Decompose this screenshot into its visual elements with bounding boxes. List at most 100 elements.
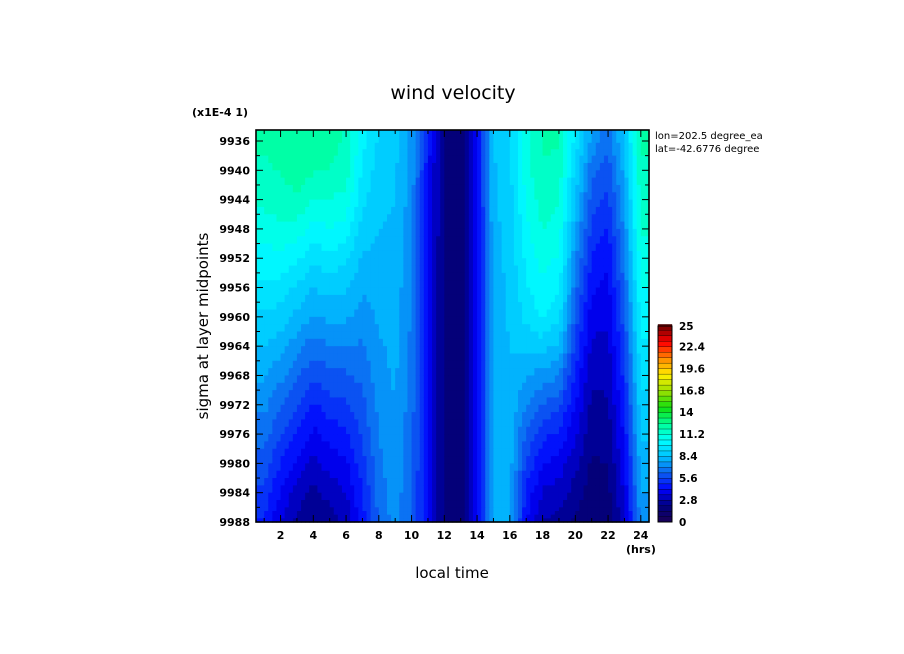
heatmap-subcell xyxy=(546,375,552,384)
heatmap-subcell xyxy=(333,309,339,318)
heatmap-subcell xyxy=(260,434,265,443)
heatmap-subcell xyxy=(497,177,503,186)
heatmap-subcell xyxy=(354,470,359,479)
heatmap-subcell xyxy=(333,170,339,179)
heatmap-subcell xyxy=(321,250,327,259)
heatmap-subcell xyxy=(419,426,425,435)
heatmap-subcell xyxy=(448,250,454,259)
heatmap-subcell xyxy=(501,130,507,138)
heatmap-subcell xyxy=(628,184,634,193)
heatmap-subcell xyxy=(382,214,388,223)
heatmap-subcell xyxy=(374,375,380,384)
heatmap-subcell xyxy=(276,368,282,377)
heatmap-subcell xyxy=(534,338,540,347)
heatmap-subcell xyxy=(530,382,535,391)
heatmap-cell xyxy=(518,448,535,479)
heatmap-subcell xyxy=(374,130,380,138)
heatmap-subcell xyxy=(636,162,642,171)
heatmap-subcell xyxy=(534,192,540,201)
heatmap-subcell xyxy=(468,243,474,252)
heatmap-subcell xyxy=(448,206,454,215)
heatmap-subcell xyxy=(567,338,572,347)
heatmap-subcell xyxy=(542,243,548,252)
heatmap-subcell xyxy=(292,353,298,362)
heatmap-subcell xyxy=(497,149,503,157)
heatmap-subcell xyxy=(362,412,368,421)
heatmap-subcell xyxy=(575,155,581,164)
heatmap-subcell xyxy=(362,360,368,369)
heatmap-cell xyxy=(272,272,290,303)
heatmap-subcell xyxy=(595,142,601,150)
heatmap-subcell xyxy=(472,155,478,164)
heatmap-subcell xyxy=(341,162,347,171)
heatmap-subcell xyxy=(583,390,589,399)
heatmap-subcell xyxy=(468,162,474,171)
heatmap-subcell xyxy=(489,272,495,281)
heatmap-subcell xyxy=(280,492,286,501)
heatmap-subcell xyxy=(612,136,617,144)
heatmap-subcell xyxy=(636,228,642,237)
heatmap-subcell xyxy=(444,456,450,464)
heatmap-subcell xyxy=(309,353,314,362)
heatmap-subcell xyxy=(624,236,630,245)
heatmap-subcell xyxy=(260,142,265,150)
heatmap-subcell xyxy=(501,390,507,399)
heatmap-subcell xyxy=(337,309,343,318)
heatmap-subcell xyxy=(382,236,388,245)
heatmap-subcell xyxy=(260,390,265,399)
heatmap-subcell xyxy=(399,390,404,399)
heatmap-subcell xyxy=(313,287,319,296)
heatmap-subcell xyxy=(464,265,470,274)
heatmap-subcell xyxy=(329,199,335,208)
heatmap-subcell xyxy=(395,265,400,274)
heatmap-subcell xyxy=(423,434,429,443)
heatmap-subcell xyxy=(632,170,638,179)
heatmap-subcell xyxy=(632,228,638,237)
heatmap-subcell xyxy=(534,258,540,267)
heatmap-subcell xyxy=(317,324,323,333)
heatmap-subcell xyxy=(612,353,617,362)
heatmap-subcell xyxy=(358,331,364,340)
heatmap-subcell xyxy=(317,316,323,325)
heatmap-subcell xyxy=(599,331,605,340)
heatmap-subcell xyxy=(387,155,392,164)
heatmap-subcell xyxy=(477,441,482,450)
heatmap-subcell xyxy=(599,258,605,267)
heatmap-subcell xyxy=(526,353,531,362)
heatmap-subcell xyxy=(485,302,490,311)
heatmap-subcell xyxy=(493,130,499,138)
heatmap-subcell xyxy=(411,177,417,186)
heatmap-cell xyxy=(256,390,273,421)
heatmap-subcell xyxy=(628,346,634,355)
heatmap-subcell xyxy=(403,309,409,318)
heatmap-subcell xyxy=(333,419,339,428)
heatmap-subcell xyxy=(628,426,634,435)
heatmap-subcell xyxy=(595,155,601,164)
heatmap-subcell xyxy=(493,419,499,428)
heatmap-subcell xyxy=(256,478,261,486)
heatmap-subcell xyxy=(321,228,327,237)
heatmap-subcell xyxy=(350,375,355,384)
heatmap-subcell xyxy=(587,243,593,252)
heatmap-cell xyxy=(550,184,568,215)
heatmap-subcell xyxy=(472,258,478,267)
heatmap-subcell xyxy=(567,353,572,362)
heatmap-subcell xyxy=(419,375,425,384)
heatmap-subcell xyxy=(321,434,327,443)
heatmap-subcell xyxy=(436,243,441,252)
heatmap-subcell xyxy=(288,243,294,252)
heatmap-subcell xyxy=(616,184,621,193)
heatmap-subcell xyxy=(481,404,486,413)
heatmap-subcell xyxy=(530,149,535,157)
heatmap-subcell xyxy=(546,221,552,230)
heatmap-subcell xyxy=(419,221,425,230)
heatmap-subcell xyxy=(399,309,404,318)
heatmap-subcell xyxy=(595,250,601,259)
heatmap-subcell xyxy=(481,142,486,150)
heatmap-subcell xyxy=(563,316,568,325)
heatmap-subcell xyxy=(391,206,396,215)
heatmap-subcell xyxy=(272,382,278,391)
heatmap-subcell xyxy=(370,136,376,144)
heatmap-subcell xyxy=(256,470,261,479)
heatmap-subcell xyxy=(399,346,404,355)
